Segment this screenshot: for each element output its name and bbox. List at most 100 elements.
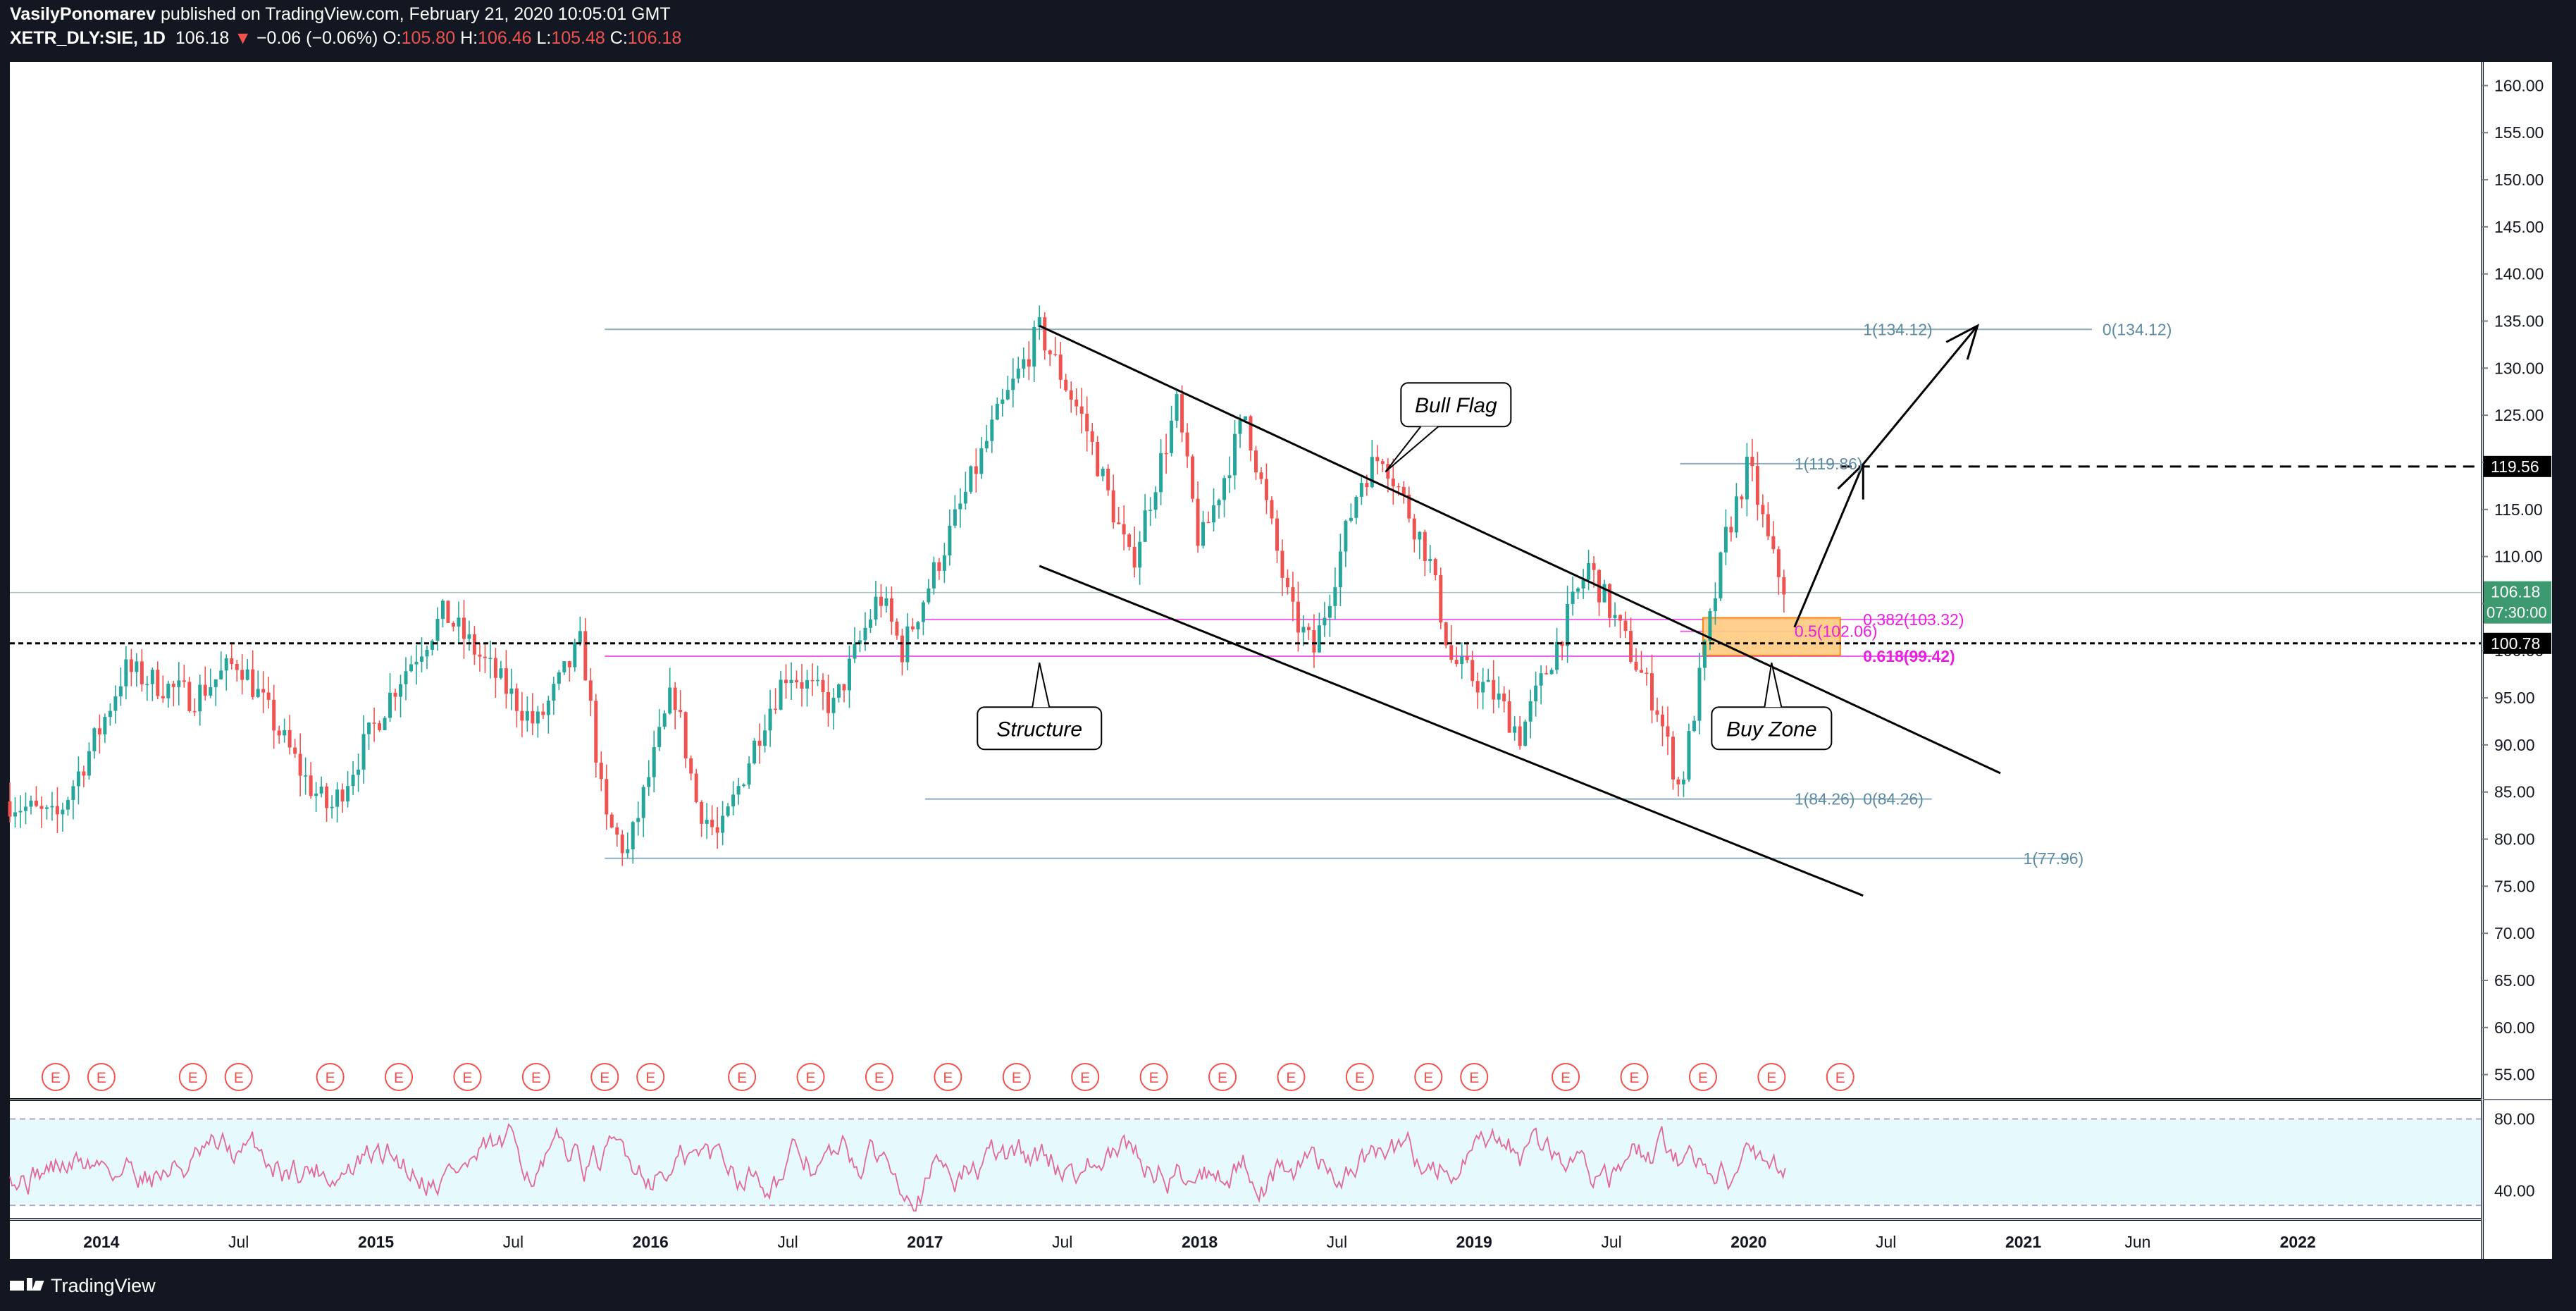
candle-body bbox=[8, 801, 12, 817]
candle-body bbox=[1560, 641, 1564, 646]
earnings-marker[interactable] bbox=[865, 1063, 893, 1091]
tradingview-logo[interactable]: TradingView bbox=[10, 1272, 156, 1300]
candle-body bbox=[1692, 720, 1696, 732]
candle-body bbox=[921, 602, 925, 622]
candle-body bbox=[552, 684, 556, 701]
earnings-marker-label: E bbox=[1080, 1070, 1090, 1086]
publisher-name[interactable]: VasilyPonomarev bbox=[10, 4, 156, 24]
earnings-marker[interactable] bbox=[521, 1063, 550, 1091]
earnings-marker[interactable] bbox=[1002, 1063, 1031, 1091]
time-tick-label: 2022 bbox=[2280, 1233, 2316, 1251]
earnings-marker[interactable] bbox=[1139, 1063, 1168, 1091]
earnings-marker[interactable] bbox=[41, 1063, 70, 1091]
candle-body bbox=[1264, 479, 1268, 500]
candle-body bbox=[256, 689, 260, 697]
candle-body bbox=[420, 656, 423, 662]
candle-body bbox=[203, 684, 207, 696]
candle-body bbox=[409, 664, 414, 672]
earnings-marker[interactable] bbox=[796, 1063, 825, 1091]
candle-body bbox=[1280, 550, 1284, 578]
candle-body bbox=[1766, 514, 1770, 536]
candle-body bbox=[984, 441, 989, 449]
candle-body bbox=[1148, 510, 1153, 511]
candle-body bbox=[731, 794, 736, 807]
earnings-marker[interactable] bbox=[1345, 1063, 1374, 1091]
candle-body bbox=[235, 664, 239, 670]
callout-box[interactable] bbox=[1400, 382, 1512, 428]
price-tick-label: 80.00 bbox=[2494, 830, 2535, 849]
candle-body bbox=[514, 688, 519, 711]
candle-body bbox=[958, 503, 962, 510]
candle-body bbox=[1650, 673, 1654, 710]
candle-body bbox=[224, 658, 228, 671]
time-axis[interactable] bbox=[10, 1221, 2481, 1259]
candle-body bbox=[404, 671, 408, 684]
candle-body bbox=[1492, 679, 1496, 700]
candle-body bbox=[103, 717, 107, 734]
earnings-marker[interactable] bbox=[87, 1063, 116, 1091]
candle-body bbox=[1312, 630, 1316, 653]
channel-trendline[interactable] bbox=[1039, 324, 2001, 775]
price-axis[interactable] bbox=[2484, 62, 2552, 1259]
earnings-marker[interactable] bbox=[934, 1063, 962, 1091]
candle-body bbox=[283, 730, 287, 736]
earnings-marker-label: E bbox=[600, 1070, 609, 1086]
candle-body bbox=[535, 711, 540, 724]
candle-body bbox=[847, 658, 851, 691]
candle-body bbox=[1090, 431, 1094, 442]
earnings-marker[interactable] bbox=[385, 1063, 414, 1091]
candle-body bbox=[636, 818, 640, 823]
earnings-marker[interactable] bbox=[1620, 1063, 1649, 1091]
candle-body bbox=[82, 771, 86, 776]
candle-body bbox=[1666, 726, 1670, 737]
candle-body bbox=[198, 684, 202, 712]
candle-body bbox=[1011, 378, 1015, 390]
earnings-marker[interactable] bbox=[590, 1063, 619, 1091]
buy-zone-rect[interactable] bbox=[1702, 617, 1841, 656]
earnings-marker[interactable] bbox=[1208, 1063, 1237, 1091]
symbol-label[interactable]: XETR_DLY:SIE, 1D bbox=[10, 28, 166, 48]
earnings-marker[interactable] bbox=[1826, 1063, 1854, 1091]
channel-trendline[interactable] bbox=[1039, 565, 1864, 897]
time-tick-label: Jul bbox=[1876, 1233, 1896, 1251]
candle-body bbox=[742, 784, 746, 787]
earnings-marker[interactable] bbox=[1757, 1063, 1786, 1091]
candle-body bbox=[129, 659, 133, 672]
earnings-marker-label: E bbox=[1286, 1070, 1296, 1086]
time-tick-label: 2019 bbox=[1456, 1233, 1492, 1251]
earnings-marker[interactable] bbox=[1277, 1063, 1306, 1091]
earnings-marker[interactable] bbox=[636, 1063, 665, 1091]
price-change: −0.06 (−0.06%) bbox=[256, 28, 378, 48]
symbol-legend: XETR_DLY:SIE, 1D 106.18 ▼ −0.06 (−0.06%)… bbox=[10, 28, 681, 49]
earnings-marker-label: E bbox=[188, 1070, 198, 1086]
earnings-marker[interactable] bbox=[1688, 1063, 1717, 1091]
candle-body bbox=[810, 679, 815, 682]
earnings-marker[interactable] bbox=[224, 1063, 253, 1091]
earnings-marker[interactable] bbox=[316, 1063, 345, 1091]
candle-body bbox=[1079, 406, 1084, 414]
time-tick-label: 2021 bbox=[2005, 1233, 2041, 1251]
candle-body bbox=[451, 622, 455, 627]
earnings-marker[interactable] bbox=[1460, 1063, 1489, 1091]
candle-body bbox=[927, 588, 931, 603]
earnings-marker-label: E bbox=[874, 1070, 884, 1086]
time-tick-label: Jul bbox=[228, 1233, 249, 1251]
candle-body bbox=[573, 642, 577, 667]
earnings-marker[interactable] bbox=[1552, 1063, 1580, 1091]
candle-body bbox=[831, 697, 836, 713]
rsi-line[interactable] bbox=[9, 1123, 1786, 1212]
earnings-marker[interactable] bbox=[453, 1063, 482, 1091]
earnings-marker[interactable] bbox=[1414, 1063, 1443, 1091]
candle-body bbox=[1048, 350, 1052, 355]
earnings-marker[interactable] bbox=[178, 1063, 207, 1091]
earnings-marker[interactable] bbox=[728, 1063, 757, 1091]
candle-body bbox=[1106, 469, 1110, 491]
candle-body bbox=[1127, 534, 1132, 547]
earnings-marker[interactable] bbox=[1071, 1063, 1100, 1091]
candle-body bbox=[1465, 656, 1469, 660]
time-tick-label: 2014 bbox=[83, 1233, 119, 1251]
price-pane[interactable] bbox=[10, 62, 2481, 1098]
candle-body bbox=[1391, 479, 1395, 486]
candle-body bbox=[1750, 456, 1754, 467]
